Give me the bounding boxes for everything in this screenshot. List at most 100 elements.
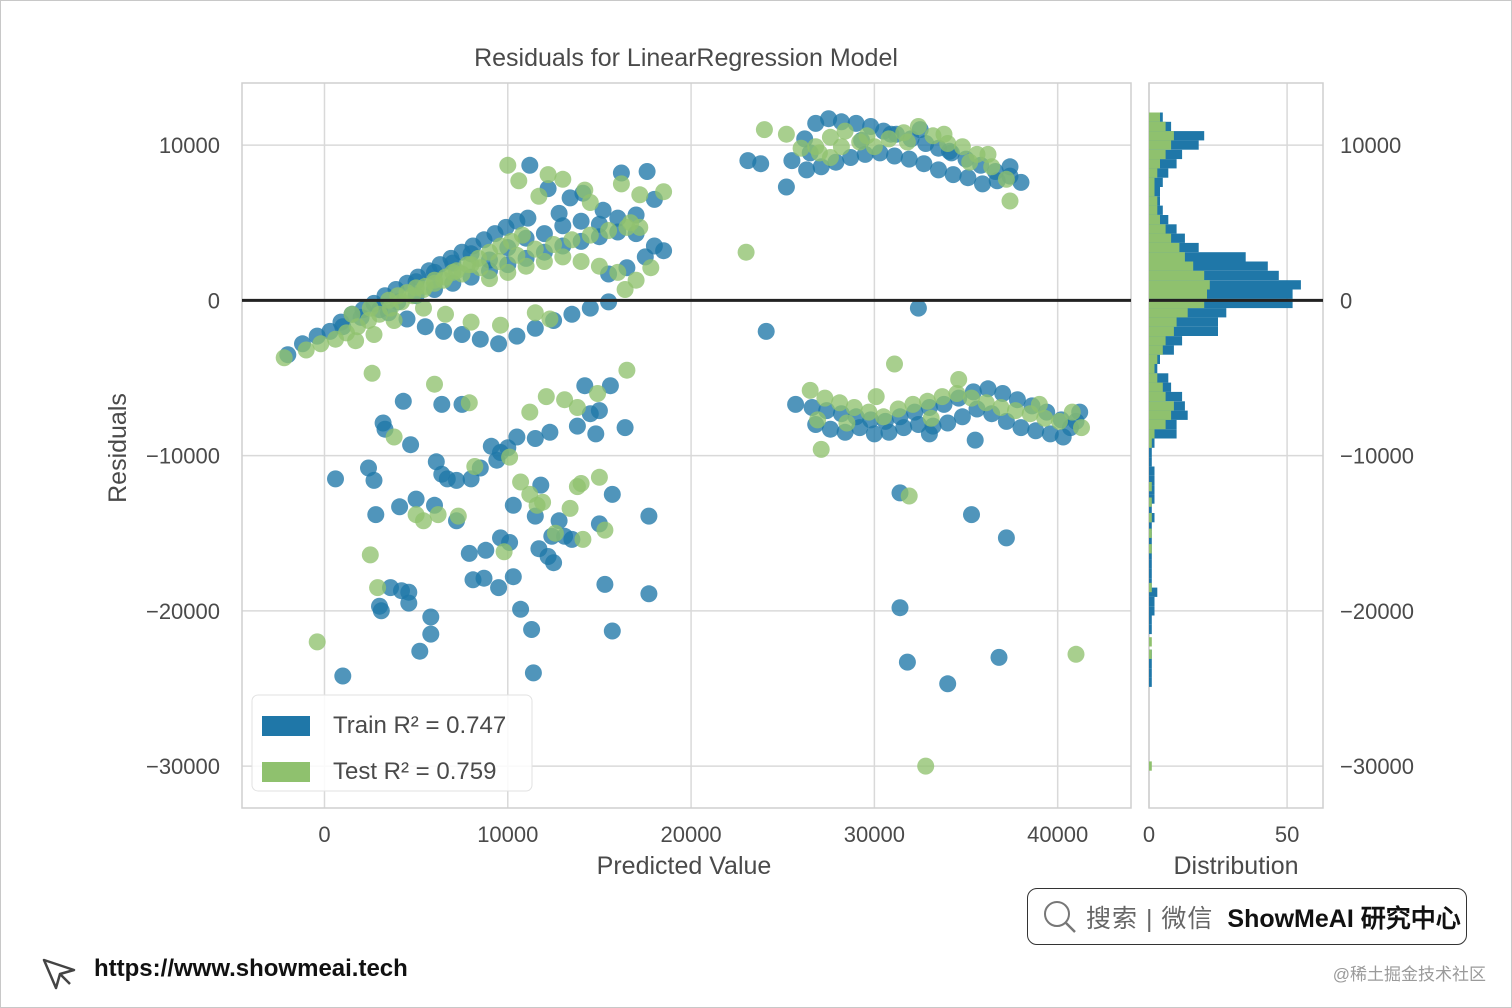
train-point [590,402,608,420]
train-histogram-bar [1149,677,1152,687]
test-point [858,127,876,145]
train-point [422,625,440,643]
test-point [935,125,953,143]
train-point [601,377,619,395]
train-point [821,420,839,438]
test-histogram-bar [1149,497,1152,507]
test-histogram-bar [1149,410,1172,420]
train-histogram-bar [1149,578,1152,588]
test-point [1001,192,1019,210]
test-point [462,256,480,274]
train-point [752,155,770,173]
test-point [596,521,614,539]
train-point [909,299,927,317]
train-point [539,548,557,565]
train-point [464,571,482,589]
test-point [950,371,968,388]
distribution-x-tick-label: 0 [1143,822,1155,847]
test-point [612,175,630,193]
test-histogram-bar [1149,187,1155,197]
test-point [1030,395,1048,413]
test-point [953,138,971,156]
test-point [517,257,535,275]
test-point [836,122,854,140]
test-histogram-bar [1149,482,1152,492]
test-histogram-bar [1149,121,1166,132]
y-tick-label: −10000 [146,444,220,469]
train-histogram-bar [1149,289,1293,299]
search-wechat-pill[interactable]: 搜索 | 微信 ShowMeAI 研究中心 [1027,888,1467,945]
test-histogram-bar [1149,326,1174,336]
train-histogram-bar [1149,559,1152,569]
test-point [600,222,618,239]
test-histogram-bar [1149,308,1188,318]
train-point [523,621,541,638]
train-point [398,310,416,328]
train-point [519,209,537,227]
train-point [616,419,634,437]
train-point [526,430,544,447]
test-point [499,156,517,174]
test-histogram-bar [1149,345,1163,355]
test-point [429,506,447,524]
y-tick-label: −20000 [146,599,220,624]
train-point [739,152,757,170]
train-point [563,305,581,323]
train-point [504,568,522,586]
train-point [640,585,658,603]
test-point [655,183,673,201]
train-histogram-bar [1149,587,1158,597]
test-histogram-bar [1149,224,1166,234]
test-histogram-bar [1149,112,1160,122]
test-point [755,121,773,139]
test-point [407,506,425,524]
train-histogram [1149,112,1301,687]
x-tick-label: 10000 [477,822,538,847]
test-point [581,226,599,244]
train-point [568,417,586,435]
train-point [900,150,918,168]
train-point [974,175,991,193]
train-point [880,423,898,441]
juejin-watermark: @稀土掘金技术社区 [1332,965,1486,984]
test-point [444,263,462,281]
train-point [327,470,344,488]
train-point [979,380,997,398]
train-histogram-bar [1149,615,1152,625]
train-histogram-bar [1149,168,1169,178]
train-point [367,506,385,524]
train-point [777,178,795,196]
train-point [783,152,801,170]
test-point [889,400,907,418]
right-y-tick-label: −10000 [1340,444,1414,469]
train-point [504,496,522,514]
test-point [537,388,555,406]
test-point [1073,419,1090,437]
train-point [477,541,495,559]
train-point [422,608,440,626]
test-point [922,409,940,427]
distribution-x-ticks: 0 50 [1143,822,1299,847]
main-plot-grid [242,83,1131,808]
test-histogram-bar [1149,382,1163,392]
train-histogram-bar [1149,177,1163,187]
brand-label: ShowMeAI 研究中心 [1227,904,1461,933]
y-tick-label: 0 [208,288,220,313]
test-point [977,394,995,412]
test-point [466,458,484,475]
x-axis-ticks: 0 10000 20000 30000 40000 [318,822,1088,847]
test-point [572,475,590,492]
x-tick-label: 40000 [1027,822,1088,847]
site-url-link[interactable]: https://www.showmeai.tech [94,955,408,982]
test-histogram-bar [1149,544,1152,554]
test-point [363,364,381,382]
train-point [944,166,962,184]
test-histogram-bar [1149,215,1160,225]
train-point [994,385,1012,402]
train-point [820,110,838,128]
test-histogram-bar [1149,252,1185,262]
test-histogram-bar [1149,649,1152,659]
test-point [526,240,544,258]
test-histogram-bar [1149,336,1166,346]
train-point [407,490,425,508]
